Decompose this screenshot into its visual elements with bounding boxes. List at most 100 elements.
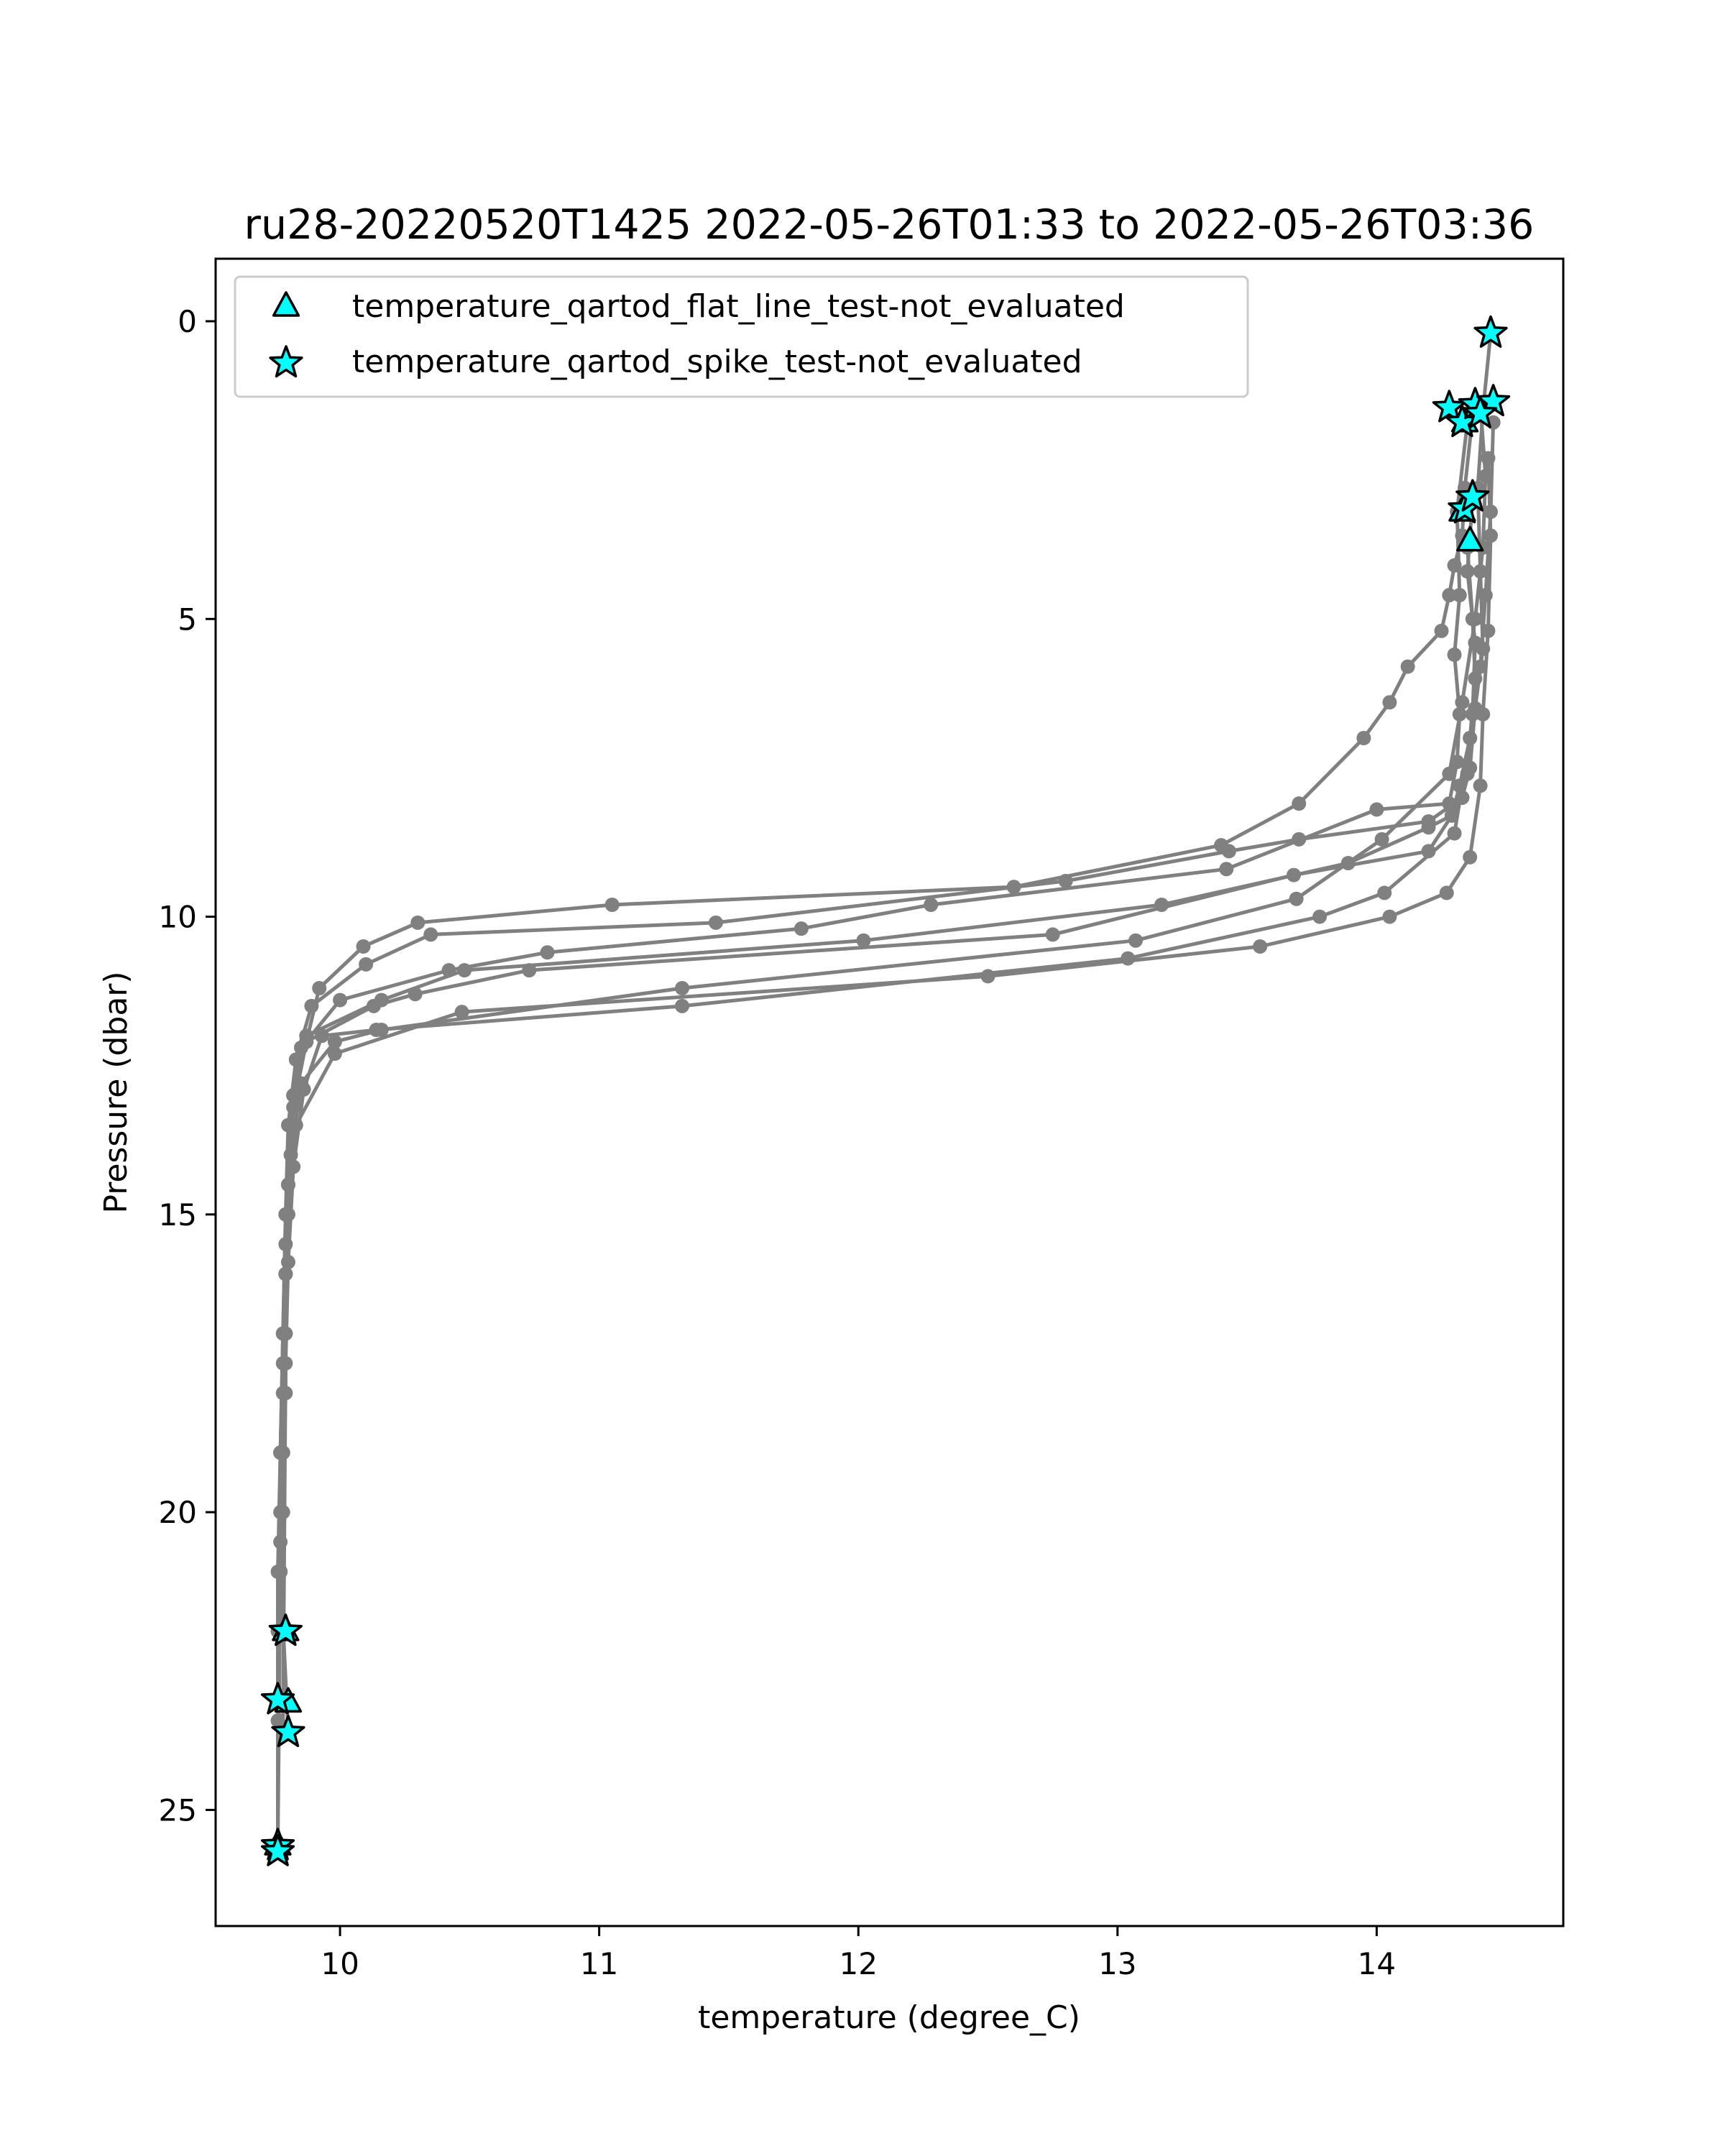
profile-7-point xyxy=(1377,885,1392,900)
spike-test-marker xyxy=(268,1613,303,1646)
flat-line-test-marker xyxy=(1456,525,1484,552)
spike-test-marker xyxy=(1455,479,1490,512)
profile-5-point xyxy=(299,1034,314,1049)
profile-4-point xyxy=(1468,635,1483,650)
profile-8-point xyxy=(1476,706,1491,722)
profile-6-point xyxy=(283,1148,298,1162)
profile-8-point xyxy=(327,1046,342,1061)
spike-test-marker xyxy=(260,1682,295,1715)
legend-star-marker xyxy=(269,345,303,378)
profile-6-point xyxy=(1442,766,1457,781)
profile-6-point xyxy=(675,981,690,995)
profile-4-point xyxy=(1460,766,1475,781)
profile-6-point xyxy=(1455,695,1470,710)
profile-7-point xyxy=(1473,659,1488,674)
profile-8-point xyxy=(1473,778,1488,793)
profile-7-point xyxy=(1484,505,1499,520)
profile-1-point xyxy=(604,898,620,912)
y-tick-label: 5 xyxy=(178,602,197,637)
legend-label-flat-line: temperature_qartod_flat_line_test-not_ev… xyxy=(352,288,1125,325)
y-axis-label: Pressure (dbar) xyxy=(98,971,134,1213)
profile-1-point xyxy=(1382,695,1397,710)
profile-6-point xyxy=(1289,891,1304,906)
profile-6-point xyxy=(1478,469,1493,484)
profile-1-point xyxy=(1356,731,1371,745)
profile-8-point xyxy=(1481,451,1496,466)
profile-7-point xyxy=(314,1028,329,1044)
y-tick-label: 20 xyxy=(159,1495,197,1530)
profile-8-point xyxy=(275,1445,290,1460)
profile-3-point xyxy=(924,898,939,912)
profile-8-point xyxy=(1484,528,1499,543)
profile-1-point xyxy=(1006,880,1021,895)
profile-5-point xyxy=(1045,927,1060,942)
axes-frame xyxy=(214,257,1565,1927)
profile-5-point xyxy=(1287,867,1301,883)
profile-7-point xyxy=(278,1356,293,1370)
profile-5-point xyxy=(286,1100,301,1115)
plot-area xyxy=(260,315,1511,1866)
profile-3-point xyxy=(1447,648,1462,662)
profile-6-point xyxy=(1468,612,1483,627)
profile-3-point xyxy=(1442,796,1457,811)
profile-3-point xyxy=(1450,755,1465,770)
profile-1-point xyxy=(1292,796,1307,811)
profile-4-point xyxy=(1460,564,1475,579)
spike-test-marker xyxy=(271,1714,305,1748)
spike-test-marker xyxy=(260,1833,295,1866)
legend: temperature_qartod_flat_line_test-not_ev… xyxy=(234,275,1249,398)
profile-1-point xyxy=(1400,659,1415,674)
profile-2-point xyxy=(304,998,319,1013)
profile-7-point xyxy=(286,1159,301,1174)
profile-1-point xyxy=(356,939,371,954)
profile-5-point xyxy=(1452,778,1467,793)
profile-3-point xyxy=(1369,802,1384,817)
profile-3-point xyxy=(540,945,555,960)
profile-8-point xyxy=(980,969,995,984)
profile-2-point xyxy=(708,915,723,930)
profile-2-point xyxy=(359,957,374,972)
profile-2-point xyxy=(1221,844,1236,859)
profile-4-point xyxy=(1154,898,1169,912)
profile-3-point xyxy=(1452,588,1467,603)
profile-3-point xyxy=(333,992,348,1008)
x-axis-label: temperature (degree_C) xyxy=(698,1999,1080,2036)
profile-5-point xyxy=(522,963,537,978)
axes: 10 11 12 13 14 0 5 10 15 20 25 xyxy=(159,304,1397,1981)
legend-frame xyxy=(234,275,1249,398)
y-tick-label: 15 xyxy=(159,1197,197,1233)
profile-8-point xyxy=(1439,885,1454,900)
profile-2-point xyxy=(1292,831,1307,847)
profile-1-point xyxy=(1434,623,1449,638)
x-tick-label: 14 xyxy=(1358,1946,1396,1981)
profile-7-point xyxy=(1121,951,1136,966)
profile-4-point xyxy=(856,933,871,948)
y-tick-label: 10 xyxy=(159,900,197,935)
profile-8-point xyxy=(1463,849,1478,865)
profile-7-point xyxy=(675,998,690,1013)
legend-star-icon xyxy=(269,345,303,378)
legend-triangle-marker xyxy=(272,291,300,317)
profile-1-point xyxy=(273,1534,288,1549)
profile-8-point xyxy=(1253,939,1268,954)
profile-8-point xyxy=(280,1207,295,1222)
profile-4-point xyxy=(457,963,472,978)
x-tick-label: 13 xyxy=(1098,1946,1136,1981)
profile-3-point xyxy=(1452,706,1467,722)
profile-1-point xyxy=(312,981,327,995)
profile-7-point xyxy=(1447,826,1462,841)
x-tick-label: 11 xyxy=(580,1946,618,1981)
profile-2-point xyxy=(423,927,438,942)
profile-5-point xyxy=(1421,844,1436,859)
profile-6-point xyxy=(278,1237,293,1252)
profile-8-point xyxy=(273,1565,288,1579)
profile-3-point xyxy=(1219,862,1234,877)
profile-1-point xyxy=(1447,558,1462,573)
spike-test-marker xyxy=(1473,315,1508,348)
x-tick-label: 10 xyxy=(321,1946,359,1981)
x-tick-label: 12 xyxy=(840,1946,878,1981)
profile-4-point xyxy=(1421,820,1436,835)
profile-3-point xyxy=(794,921,809,936)
profile-6-point xyxy=(327,1034,342,1049)
profile-4-point xyxy=(1465,706,1480,722)
